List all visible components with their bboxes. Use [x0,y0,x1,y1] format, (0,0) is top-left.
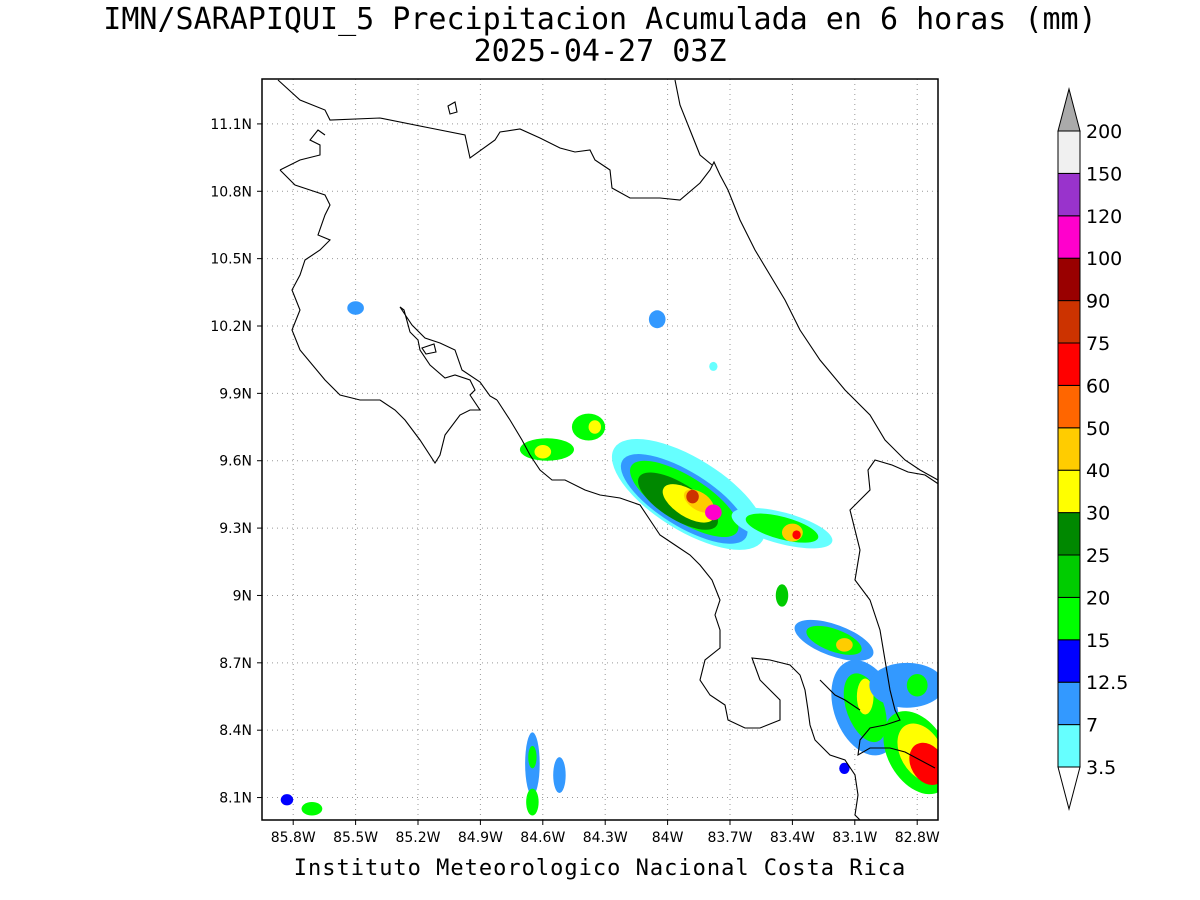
precip-cell [280,794,294,806]
legend-label: 60 [1086,375,1110,397]
lat-tick-label: 10.2N [210,319,252,335]
legend-swatch [1057,130,1081,174]
precip-cell [526,788,539,816]
legend-label: 40 [1086,460,1110,482]
coastline [277,79,938,820]
legend-max-arrow [1057,87,1081,132]
lon-tick-label: 84.9W [458,830,503,846]
precip-cell [775,584,789,607]
lon-tick-label: 84W [652,830,684,846]
precip-cell [705,504,722,521]
precip-cell [301,802,323,816]
legend-swatch [1057,681,1081,726]
lat-tick-label: 9N [233,588,252,604]
precip-cell [347,301,364,315]
map-subtitle: 2025-04-27 03Z [473,34,727,69]
legend-label: 15 [1086,630,1110,652]
legend-swatch [1057,215,1081,259]
legend-label: 30 [1086,503,1110,525]
precip-cell [836,638,853,652]
precipitation-field [280,301,938,816]
color-legend: 3.5 7 12.5 15 20 25 30 40 50 60 75 90 100 120 150 200 [1057,87,1128,811]
legend-swatch [1057,639,1081,683]
legend-swatch [1057,384,1081,429]
lon-tick-label: 83.7W [707,830,752,846]
legend-swatch [1057,512,1081,556]
legend-swatch [1057,427,1081,471]
map-title: IMN/SARAPIQUI_5 Precipitacion Acumulada … [103,2,1097,37]
lon-tick-label: 84.6W [520,830,565,846]
longitude-axis: 85.8W 85.5W 85.2W 84.9W 84.6W 84.3W 84W 83.7W 83… [271,820,940,846]
lat-tick-label: 10.5N [210,252,252,268]
lat-tick-label: 10.8N [210,184,252,200]
lon-tick-label: 85.5W [333,830,378,846]
legend-swatch [1057,300,1081,344]
legend-label: 3.5 [1086,757,1116,779]
lat-tick-label: 9.6N [219,454,252,470]
legend-swatch [1057,172,1081,217]
lon-tick-label: 85.2W [395,830,440,846]
lon-tick-label: 83.4W [770,830,815,846]
precip-cell [553,757,566,794]
precip-cell [839,762,850,774]
legend-label: 100 [1086,248,1122,270]
lat-tick-label: 11.1N [210,117,252,133]
precip-cell [648,310,666,329]
legend-swatch [1057,596,1081,641]
lat-tick-label: 8.7N [219,656,252,672]
legend-swatch [1057,724,1081,768]
legend-label: 7 [1086,715,1098,737]
map-frame [261,78,939,821]
precip-cell [571,413,606,441]
lat-tick-label: 8.1N [219,791,252,807]
lat-tick-label: 8.4N [219,723,252,739]
precip-cell [588,420,602,434]
lon-tick-label: 84.3W [583,830,628,846]
precip-cell [906,674,928,697]
lon-tick-label: 82.8W [895,830,940,846]
legend-label: 200 [1086,121,1122,143]
legend-min-arrow [1057,766,1081,811]
lon-tick-label: 85.8W [271,830,316,846]
precip-cell [869,662,938,708]
lon-tick-label: 83.1W [832,830,877,846]
lat-tick-label: 9.3N [219,521,252,537]
legend-swatch [1057,257,1081,302]
precip-cell [686,489,699,504]
precip-cell [528,745,537,769]
legend-label: 20 [1086,587,1110,609]
legend-label: 50 [1086,418,1110,440]
legend-label: 12.5 [1086,672,1128,694]
legend-label: 150 [1086,163,1122,185]
latitude-axis: 11.1N 10.8N 10.5N 10.2N 9.9N 9.6N 9.3N 9N 8.7N 8.… [210,117,262,807]
legend-label: 25 [1086,545,1110,567]
precip-cell [856,678,874,715]
legend-label: 90 [1086,291,1110,313]
precip-cell [792,530,801,540]
legend-label: 120 [1086,206,1122,228]
precip-cell [534,445,552,459]
legend-swatch [1057,342,1081,386]
legend-swatch [1057,469,1081,514]
precip-cell [709,361,718,371]
legend-swatch [1057,554,1081,598]
credit-text: Instituto Meteorologico Nacional Costa R… [293,856,907,881]
legend-label: 75 [1086,333,1110,355]
lat-tick-label: 9.9N [219,386,252,402]
